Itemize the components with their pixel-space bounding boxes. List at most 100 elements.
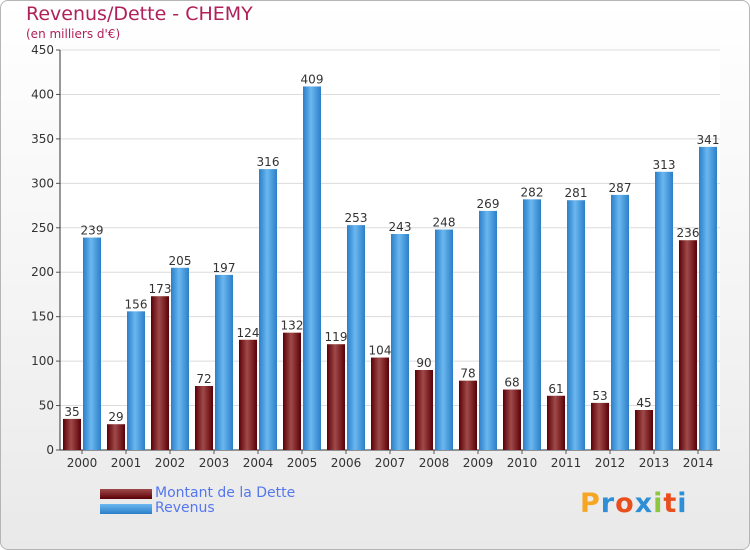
- data-label-dette: 29: [108, 410, 123, 424]
- logo-letter: x: [634, 488, 654, 519]
- legend-label-dette: Montant de la Dette: [155, 485, 296, 501]
- data-label-dette: 236: [677, 226, 700, 240]
- bar-dette: [151, 296, 169, 450]
- data-label-revenus: 313: [653, 158, 676, 172]
- y-tick-label: 0: [46, 443, 54, 457]
- proxiti-logo: Proxiti: [580, 488, 688, 519]
- logo-letter: i: [653, 488, 664, 519]
- bar-revenus: [435, 229, 453, 450]
- x-tick-label: 2000: [67, 456, 98, 470]
- data-label-dette: 61: [548, 382, 563, 396]
- data-label-revenus: 269: [477, 197, 500, 211]
- bar-revenus: [303, 86, 321, 450]
- plot-area: [60, 50, 720, 450]
- bar-dette: [371, 357, 389, 450]
- bar-revenus: [83, 237, 101, 450]
- bar-revenus: [479, 210, 497, 450]
- data-label-revenus: 316: [257, 155, 280, 169]
- bar-dette: [547, 395, 565, 450]
- bar-dette: [239, 339, 257, 450]
- y-tick-label: 50: [39, 399, 54, 413]
- bar-revenus: [523, 199, 541, 450]
- data-label-dette: 35: [64, 405, 79, 419]
- y-tick-label: 150: [31, 310, 54, 324]
- x-tick-label: 2011: [551, 456, 582, 470]
- bar-revenus: [347, 225, 365, 450]
- data-label-revenus: 282: [521, 185, 544, 199]
- data-label-revenus: 239: [81, 224, 104, 238]
- bar-dette: [591, 402, 609, 450]
- bar-revenus: [127, 311, 145, 450]
- x-tick-label: 2005: [287, 456, 318, 470]
- bar-revenus: [699, 146, 717, 450]
- bar-dette: [459, 380, 477, 450]
- x-tick-label: 2012: [595, 456, 626, 470]
- x-tick-label: 2008: [419, 456, 450, 470]
- x-tick-label: 2003: [199, 456, 230, 470]
- data-label-dette: 53: [592, 389, 607, 403]
- y-tick-label: 200: [31, 265, 54, 279]
- data-label-revenus: 156: [125, 297, 148, 311]
- data-label-revenus: 341: [697, 133, 720, 147]
- data-label-dette: 132: [281, 319, 304, 333]
- data-label-revenus: 197: [213, 261, 236, 275]
- data-label-revenus: 248: [433, 216, 456, 230]
- y-tick-label: 400: [31, 87, 54, 101]
- logo-letter: i: [677, 488, 688, 519]
- x-tick-label: 2002: [155, 456, 186, 470]
- bar-dette: [63, 418, 81, 450]
- legend-swatch-revenus: [100, 504, 152, 514]
- bar-revenus: [611, 194, 629, 450]
- bar-revenus: [215, 274, 233, 450]
- chart-subtitle: (en milliers d'€): [26, 27, 121, 41]
- bar-dette: [283, 332, 301, 450]
- x-tick-label: 2010: [507, 456, 538, 470]
- x-tick-label: 2001: [111, 456, 142, 470]
- data-label-dette: 124: [237, 326, 260, 340]
- data-label-dette: 72: [196, 372, 211, 386]
- data-label-revenus: 253: [345, 211, 368, 225]
- data-label-dette: 173: [149, 282, 172, 296]
- bar-dette: [327, 344, 345, 450]
- x-tick-label: 2004: [243, 456, 274, 470]
- legend-swatch-dette: [100, 489, 152, 499]
- data-label-revenus: 243: [389, 220, 412, 234]
- bar-revenus: [171, 267, 189, 450]
- logo-letter: r: [600, 488, 616, 519]
- bar-dette: [635, 410, 653, 450]
- data-label-dette: 45: [636, 396, 651, 410]
- bar-dette: [195, 386, 213, 450]
- chart-title: Revenus/Dette - CHEMY: [26, 3, 253, 25]
- data-label-dette: 104: [369, 344, 392, 358]
- bar-dette: [107, 424, 125, 450]
- data-label-revenus: 281: [565, 186, 588, 200]
- data-label-revenus: 287: [609, 181, 632, 195]
- x-tick-label: 2013: [639, 456, 670, 470]
- data-label-revenus: 205: [169, 254, 192, 268]
- logo-letter: t: [663, 488, 678, 519]
- logo-letter: o: [615, 488, 635, 519]
- x-tick-label: 2007: [375, 456, 406, 470]
- bar-revenus: [259, 169, 277, 450]
- x-tick-label: 2009: [463, 456, 494, 470]
- x-tick-label: 2014: [683, 456, 714, 470]
- data-label-revenus: 409: [301, 72, 324, 86]
- data-label-dette: 78: [460, 367, 475, 381]
- y-tick-label: 250: [31, 221, 54, 235]
- bar-dette: [679, 240, 697, 450]
- bar-revenus: [567, 200, 585, 450]
- bar-revenus: [655, 171, 673, 450]
- data-label-dette: 68: [504, 376, 519, 390]
- y-tick-label: 350: [31, 132, 54, 146]
- data-label-dette: 90: [416, 356, 431, 370]
- y-tick-label: 450: [31, 43, 54, 57]
- y-tick-label: 300: [31, 176, 54, 190]
- bar-dette: [415, 370, 433, 450]
- bar-revenus: [391, 234, 409, 450]
- x-tick-label: 2006: [331, 456, 362, 470]
- data-label-dette: 119: [325, 330, 348, 344]
- bar-dette: [503, 389, 521, 450]
- legend-label-revenus: Revenus: [155, 500, 215, 516]
- logo-letter: P: [580, 488, 601, 519]
